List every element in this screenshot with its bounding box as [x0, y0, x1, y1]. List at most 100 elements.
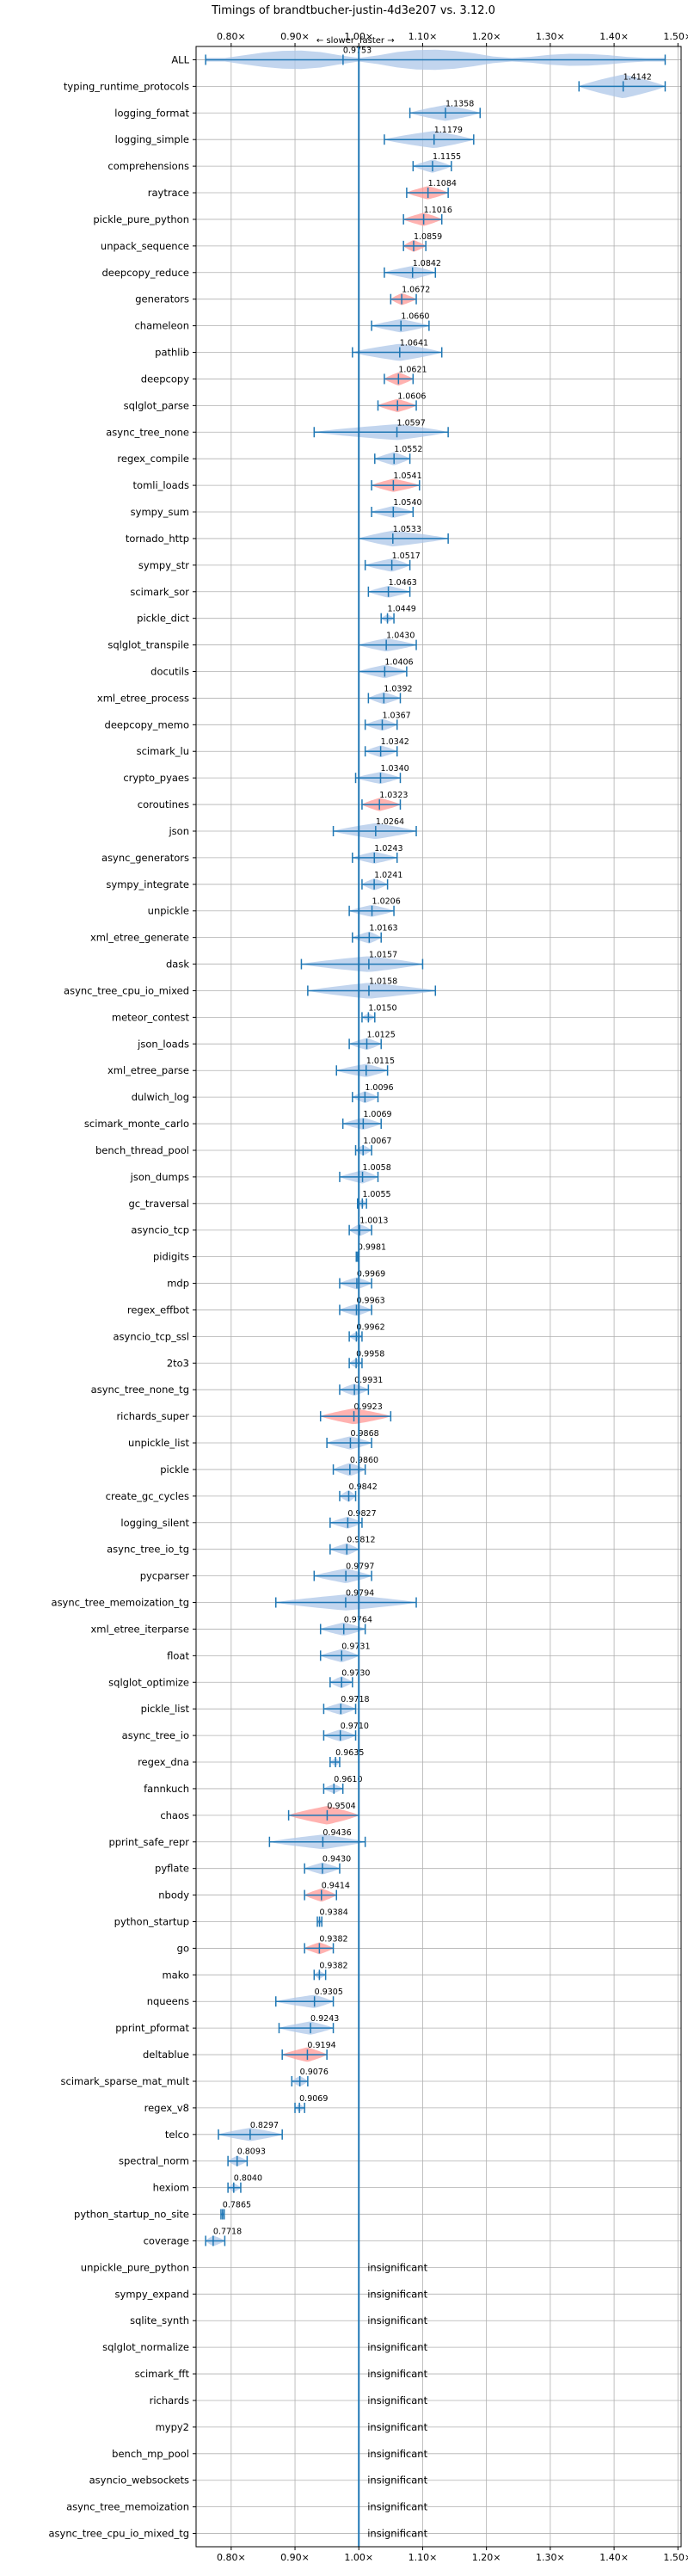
plot-frame	[195, 46, 682, 2548]
benchmark-label: pprint_pformat	[115, 2022, 189, 2034]
benchmark-label: ALL	[171, 53, 189, 65]
benchmark-label: sympy_str	[138, 559, 189, 571]
mean-value-label: 1.0323	[379, 791, 408, 800]
benchmark-label: unpickle	[148, 905, 189, 917]
benchmark-label: xml_etree_iterparse	[90, 1623, 189, 1635]
benchmark-label: deepcopy	[141, 373, 189, 385]
mean-value-label: 0.9794	[346, 1589, 374, 1599]
benchmark-label: chameleon	[134, 320, 189, 332]
x-tick-labels: 0.80× 0.80× 0.90× 0.90× 1.00× 1.00× 1.10× 1.10×…	[217, 31, 688, 2563]
benchmark-label: comprehensions	[108, 160, 189, 172]
benchmark-label: scimark_lu	[137, 745, 189, 757]
mean-value-label: 0.9868	[350, 1429, 378, 1439]
benchmark-label: mako	[162, 1969, 189, 1981]
insignificant-label: insignificant	[367, 2314, 427, 2326]
benchmark-label: tornado_http	[126, 533, 189, 545]
benchmark-label: async_tree_memoization	[66, 2501, 189, 2513]
mean-value-label: 1.0115	[366, 1057, 395, 1066]
mean-value-label: 1.1084	[428, 179, 457, 188]
mean-value-label: 0.9753	[343, 46, 372, 55]
mean-value-label: 1.1179	[434, 126, 463, 135]
mean-value-label: 0.9731	[341, 1642, 370, 1651]
benchmark-label: unpack_sequence	[101, 240, 189, 252]
mean-value-label: 1.0660	[401, 312, 429, 322]
mean-value-label: 1.4142	[624, 72, 652, 82]
mean-value-label: 1.0597	[397, 418, 426, 428]
benchmark-label: async_tree_cpu_io_mixed	[64, 984, 189, 996]
benchmark-label: async_tree_none_tg	[91, 1384, 189, 1396]
mean-value-label: 0.9730	[341, 1668, 370, 1678]
x-tick-label-top: 0.80×	[217, 31, 246, 42]
benchmark-label: richards	[150, 2394, 189, 2407]
mean-value-label: 1.0096	[365, 1083, 393, 1093]
benchmark-label: json_dumps	[130, 1171, 189, 1183]
mean-value-label: 1.0067	[363, 1137, 391, 1146]
insignificant-label: insignificant	[367, 2368, 427, 2380]
benchmark-label: async_tree_none	[106, 426, 189, 438]
mean-value-label: 1.0552	[394, 445, 422, 454]
mean-value-label: 1.0463	[389, 578, 417, 588]
benchmark-label: json_loads	[137, 1038, 189, 1050]
benchmark-label: fannkuch	[144, 1783, 189, 1795]
benchmark-label: regex_dna	[138, 1756, 189, 1768]
benchmark-label: dask	[166, 958, 189, 971]
mean-value-label: 0.9812	[347, 1536, 375, 1545]
benchmark-label: sympy_integrate	[106, 878, 189, 891]
benchmark-label: telco	[165, 2129, 189, 2141]
mean-value-label: 1.0842	[413, 259, 441, 268]
benchmark-label: python_startup_no_site	[74, 2209, 189, 2221]
x-tick-label-bottom: 1.20×	[472, 2552, 501, 2563]
mean-value-label: 1.0367	[382, 711, 410, 720]
benchmark-label: asyncio_websockets	[89, 2474, 189, 2487]
benchmark-label: async_tree_io_tg	[107, 1544, 189, 1556]
benchmark-label: unpickle_list	[128, 1437, 189, 1449]
mean-value-label: 0.9430	[322, 1855, 351, 1864]
mean-value-label: 1.0392	[384, 684, 412, 693]
x-tick-label-bottom: 0.90×	[280, 2552, 310, 2563]
benchmark-label: scimark_sparse_mat_mult	[61, 2075, 190, 2087]
mean-value-label: 1.0406	[384, 658, 413, 668]
benchmark-label: async_tree_io	[122, 1729, 189, 1741]
benchmark-label: raytrace	[148, 187, 189, 199]
x-tick-label-bottom: 1.00×	[344, 2552, 373, 2563]
benchmark-label: hexiom	[153, 2182, 189, 2194]
benchmark-label: logging_silent	[120, 1517, 189, 1529]
benchmark-label: sympy_expand	[115, 2288, 189, 2300]
benchmark-label: richards_super	[116, 1410, 189, 1422]
mean-value-label: 0.9382	[319, 1961, 347, 1970]
mean-value-label: 0.9718	[341, 1695, 369, 1704]
benchmark-label: xml_etree_process	[97, 692, 189, 704]
mean-value-label: 1.0158	[369, 977, 397, 986]
benchmark-label: pickle_list	[141, 1703, 190, 1715]
benchmark-label: pprint_safe_repr	[108, 1836, 189, 1848]
benchmark-label: python_startup	[114, 1916, 189, 1928]
mean-value-label: 1.0342	[381, 737, 409, 747]
y-tick-labels: ALL typing_runtime_protocols logging_forma…	[48, 53, 196, 2540]
benchmark-label: asyncio_tcp	[131, 1224, 189, 1236]
benchmark-label: xml_etree_parse	[108, 1064, 189, 1076]
mean-value-label: 1.0150	[368, 1003, 396, 1013]
mean-value-label: 0.8040	[234, 2174, 262, 2184]
benchmark-label: typing_runtime_protocols	[64, 80, 189, 92]
x-tick-label-top: 1.30×	[536, 31, 565, 42]
benchmark-label: 2to3	[167, 1357, 189, 1369]
benchmark-label: go	[177, 1942, 189, 1954]
grid-lines	[196, 46, 681, 2547]
benchmark-label: meteor_contest	[112, 1011, 190, 1023]
benchmark-label: pickle_dict	[137, 613, 189, 625]
benchmark-label: chaos	[160, 1809, 189, 1821]
benchmark-label: float	[167, 1649, 189, 1661]
benchmark-label: nbody	[158, 1889, 189, 1901]
mean-value-label: 1.0449	[388, 605, 416, 614]
x-tick-label-bottom: 1.40×	[599, 2552, 629, 2563]
x-tick-label-bottom: 1.50×	[663, 2552, 688, 2563]
benchmark-label: sqlglot_parse	[124, 399, 189, 411]
mean-value-label: 0.9305	[315, 1987, 343, 1997]
insignificant-label: insignificant	[367, 2501, 427, 2513]
benchmark-label: pickle_pure_python	[93, 213, 189, 225]
mean-value-label: 0.9076	[300, 2068, 329, 2077]
mean-value-label: 1.0058	[363, 1163, 391, 1173]
benchmark-label: regex_v8	[144, 2102, 189, 2114]
mean-value-label: 0.8297	[250, 2121, 279, 2130]
benchmark-label: pickle	[160, 1464, 189, 1476]
